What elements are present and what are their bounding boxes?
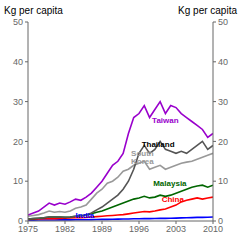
- svg-text:1996: 1996: [129, 224, 149, 234]
- svg-text:30: 30: [13, 97, 23, 107]
- svg-text:0: 0: [18, 216, 23, 226]
- svg-text:40: 40: [218, 57, 228, 67]
- svg-text:30: 30: [218, 97, 228, 107]
- svg-text:0: 0: [218, 216, 223, 226]
- html-text:Kg per capita: Kg per capita: [4, 5, 63, 16]
- svg-text:Thailand: Thailand: [141, 140, 175, 150]
- svg-text:10: 10: [218, 176, 228, 186]
- svg-text:2003: 2003: [166, 224, 186, 234]
- html-text:Kg per capita: Kg per capita: [178, 5, 237, 16]
- svg-text:SouthKorea: SouthKorea: [131, 149, 154, 167]
- svg-text:Taiwan: Taiwan: [152, 116, 179, 125]
- svg-text:50: 50: [13, 17, 23, 27]
- svg-text:1982: 1982: [55, 224, 75, 234]
- svg-text:50: 50: [218, 17, 228, 27]
- svg-text:Malaysia: Malaysia: [153, 179, 187, 188]
- svg-text:20: 20: [218, 137, 228, 147]
- svg-text:2010: 2010: [203, 224, 223, 235]
- svg-text:40: 40: [13, 57, 23, 67]
- svg-text:1989: 1989: [92, 224, 112, 234]
- svg-text:1975: 1975: [18, 224, 38, 235]
- svg-text:India: India: [76, 211, 95, 220]
- svg-text:China: China: [162, 195, 185, 204]
- svg-text:20: 20: [13, 137, 23, 147]
- svg-text:10: 10: [13, 176, 23, 186]
